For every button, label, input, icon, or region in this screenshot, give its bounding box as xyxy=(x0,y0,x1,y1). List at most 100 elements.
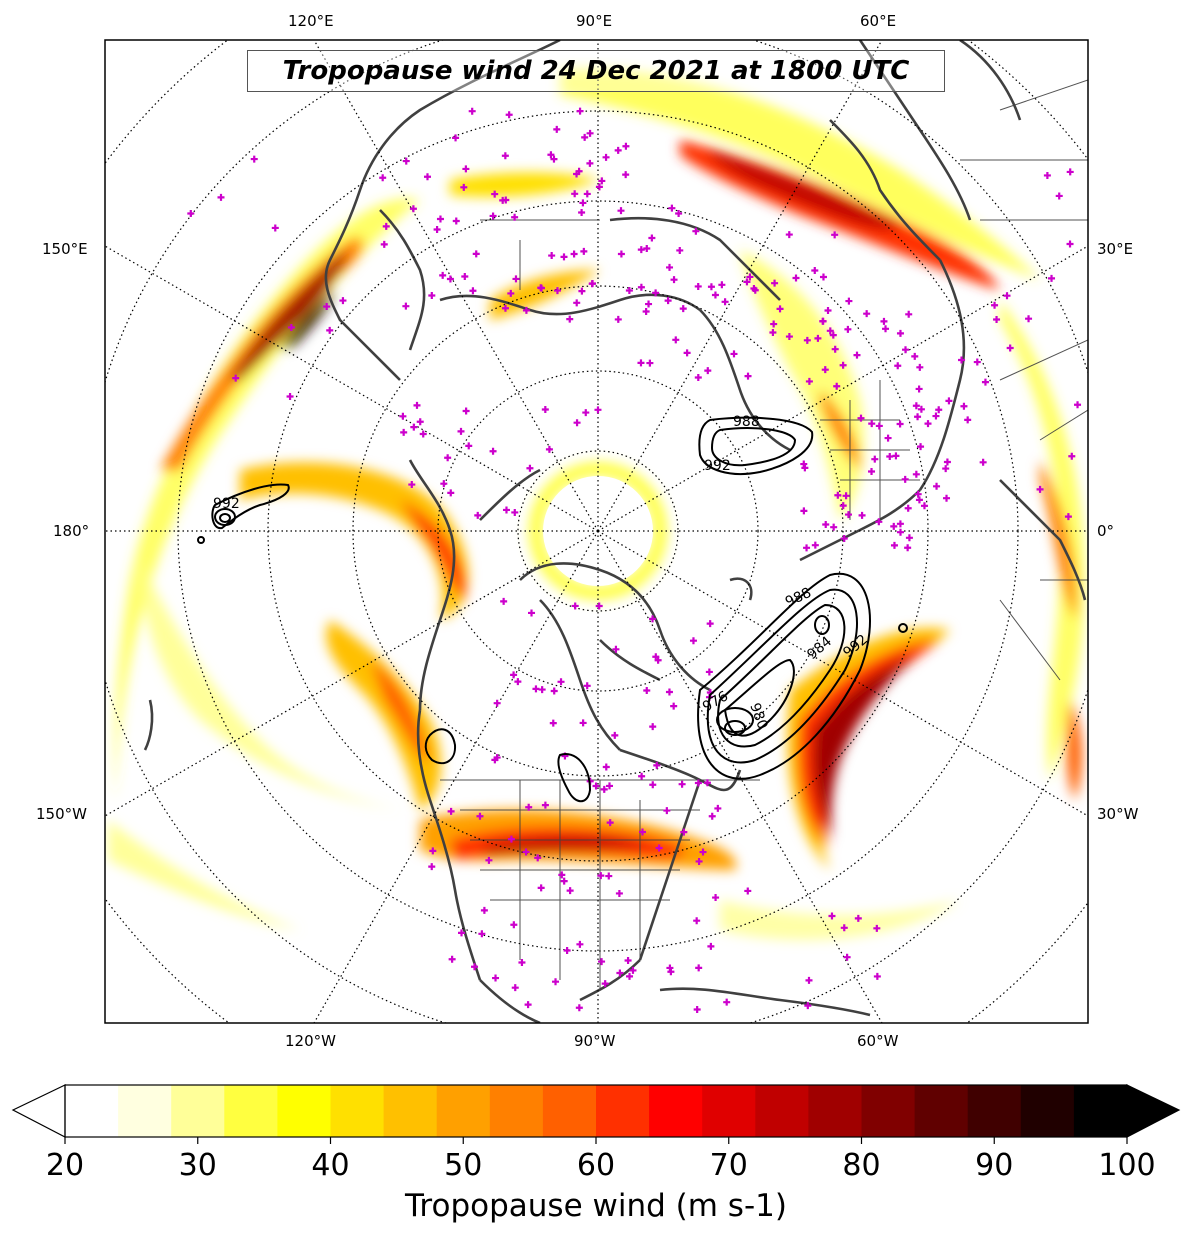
colorbar-cell xyxy=(65,1085,119,1137)
colorbar-tick-label: 100 xyxy=(1098,1148,1156,1183)
observation-marker xyxy=(665,688,673,696)
observation-marker xyxy=(670,702,678,710)
observation-marker xyxy=(638,828,646,836)
colorbar-cell xyxy=(967,1085,1022,1137)
observation-marker xyxy=(548,252,556,260)
observation-marker xyxy=(830,523,838,531)
observation-marker xyxy=(667,968,675,976)
observation-marker xyxy=(576,107,584,115)
observation-marker xyxy=(958,356,966,364)
observation-marker xyxy=(514,678,522,686)
observation-marker xyxy=(416,418,424,426)
observation-marker xyxy=(826,327,834,335)
wind-shading xyxy=(108,68,1085,940)
contour-europe-outer xyxy=(698,416,814,476)
observation-marker xyxy=(811,267,819,275)
observation-marker xyxy=(916,363,924,371)
colorbar-cell xyxy=(914,1085,969,1137)
observation-marker xyxy=(594,406,602,414)
lon-label-top: 90°E xyxy=(576,12,613,30)
observation-marker xyxy=(821,366,829,374)
observation-marker xyxy=(886,452,894,460)
observation-marker xyxy=(507,835,515,843)
observation-marker xyxy=(1066,240,1074,248)
observation-marker xyxy=(771,279,779,287)
contour-atlantic-4 xyxy=(723,658,795,737)
observation-marker xyxy=(614,146,622,154)
observation-marker xyxy=(785,333,793,341)
observation-marker xyxy=(1006,344,1014,352)
colorbar-tick-label: 60 xyxy=(576,1148,616,1183)
observation-marker xyxy=(518,958,526,966)
observation-marker xyxy=(854,914,862,922)
observation-marker xyxy=(187,210,195,218)
observation-marker xyxy=(625,287,633,295)
observation-marker xyxy=(714,804,722,812)
observation-marker xyxy=(638,772,646,780)
observation-marker xyxy=(534,854,542,862)
country-borders xyxy=(440,79,1088,990)
observation-marker xyxy=(440,480,448,488)
observation-marker xyxy=(831,345,839,353)
observation-marker xyxy=(595,183,603,191)
observation-marker xyxy=(476,812,484,820)
observation-marker xyxy=(579,199,587,207)
observation-marker xyxy=(668,204,676,212)
observation-marker xyxy=(689,637,697,645)
observation-marker xyxy=(769,329,777,337)
observation-marker xyxy=(680,828,688,836)
observation-marker xyxy=(723,998,731,1006)
observation-marker xyxy=(571,190,579,198)
lon-label-top: 60°E xyxy=(860,12,897,30)
observation-marker xyxy=(541,801,549,809)
contour-atlantic-3 xyxy=(717,603,846,748)
observation-marker xyxy=(552,978,560,986)
colorbar-cell xyxy=(330,1085,385,1137)
observation-marker xyxy=(703,779,711,787)
observation-marker xyxy=(811,541,819,549)
observation-marker xyxy=(622,171,630,179)
observation-marker xyxy=(571,602,579,610)
observation-marker xyxy=(379,174,387,182)
observation-marker xyxy=(643,686,651,694)
observation-marker xyxy=(801,464,809,472)
observation-marker xyxy=(549,719,557,727)
observation-marker xyxy=(880,317,888,325)
observation-marker xyxy=(462,407,470,415)
observation-marker xyxy=(746,273,754,281)
observation-marker xyxy=(804,1002,812,1010)
observation-marker xyxy=(271,224,279,232)
observation-marker xyxy=(286,393,294,401)
observation-marker xyxy=(911,352,919,360)
colorbar-tickmarks xyxy=(64,1137,1128,1144)
colorbar-cell xyxy=(861,1085,916,1137)
observation-marker xyxy=(839,502,847,510)
observation-marker xyxy=(537,284,545,292)
observation-marker xyxy=(410,423,418,431)
observation-marker xyxy=(460,183,468,191)
observation-marker xyxy=(945,397,953,405)
observation-marker xyxy=(1074,401,1082,409)
observation-marker xyxy=(905,534,913,542)
observation-marker xyxy=(512,275,520,283)
observation-marker xyxy=(526,464,534,472)
observation-marker xyxy=(960,402,968,410)
observation-marker xyxy=(382,222,390,230)
observation-marker xyxy=(626,972,634,980)
observation-marker xyxy=(511,984,519,992)
observation-marker xyxy=(1066,168,1074,176)
observation-marker xyxy=(557,678,565,686)
observation-marker xyxy=(547,151,555,159)
observation-marker xyxy=(444,454,452,462)
observation-marker xyxy=(973,358,981,366)
observation-marker xyxy=(408,481,416,489)
observation-marker xyxy=(706,620,714,628)
observation-marker xyxy=(598,177,606,185)
observation-marker xyxy=(550,155,558,163)
observation-marker xyxy=(510,671,518,679)
observation-marker xyxy=(743,278,751,286)
observation-marker xyxy=(912,470,920,478)
observation-marker xyxy=(326,326,334,334)
observation-marker xyxy=(672,336,680,344)
observation-marker xyxy=(708,812,716,820)
